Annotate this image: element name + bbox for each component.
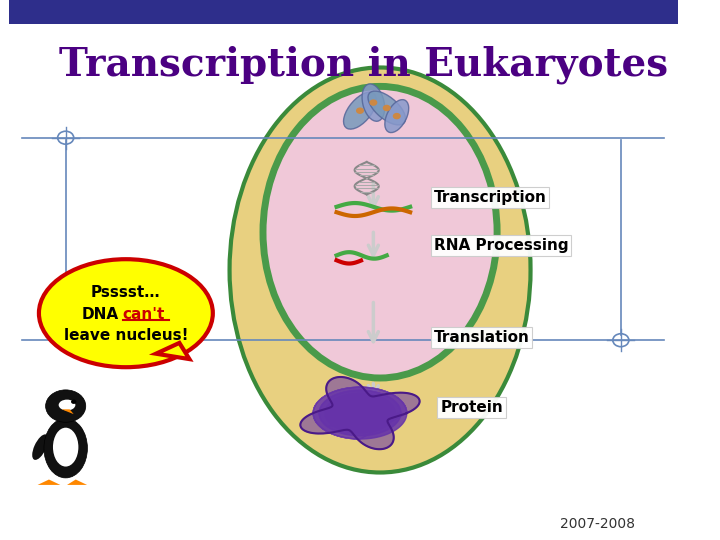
Polygon shape: [331, 397, 389, 429]
Circle shape: [356, 107, 364, 114]
Circle shape: [71, 400, 76, 404]
Polygon shape: [325, 394, 395, 433]
Ellipse shape: [32, 434, 48, 460]
Text: Protein: Protein: [440, 400, 503, 415]
Ellipse shape: [230, 68, 531, 472]
Polygon shape: [156, 343, 189, 359]
Polygon shape: [319, 390, 401, 436]
Text: Translation: Translation: [433, 330, 529, 345]
Text: leave nucleus!: leave nucleus!: [63, 328, 188, 343]
Text: Psssst…: Psssst…: [91, 285, 161, 300]
Polygon shape: [67, 480, 87, 485]
Text: Transcription: Transcription: [433, 190, 546, 205]
Ellipse shape: [362, 84, 384, 122]
Polygon shape: [313, 387, 407, 439]
Polygon shape: [300, 377, 420, 449]
Circle shape: [369, 99, 377, 106]
Ellipse shape: [44, 418, 87, 478]
Circle shape: [383, 105, 391, 111]
Ellipse shape: [384, 99, 409, 133]
Polygon shape: [62, 409, 73, 414]
Ellipse shape: [368, 91, 405, 125]
FancyBboxPatch shape: [9, 0, 678, 24]
Polygon shape: [37, 480, 60, 485]
Text: 2007-2008: 2007-2008: [560, 517, 635, 531]
Ellipse shape: [263, 86, 497, 378]
Circle shape: [392, 113, 401, 119]
Circle shape: [45, 390, 86, 422]
Text: can't: can't: [122, 307, 165, 322]
Ellipse shape: [58, 400, 76, 410]
Text: RNA Processing: RNA Processing: [433, 238, 568, 253]
Text: Transcription in Eukaryotes: Transcription in Eukaryotes: [59, 45, 668, 84]
Ellipse shape: [39, 259, 213, 367]
Polygon shape: [337, 400, 383, 426]
Text: DNA: DNA: [82, 307, 120, 322]
Ellipse shape: [343, 92, 377, 129]
Ellipse shape: [53, 428, 78, 467]
